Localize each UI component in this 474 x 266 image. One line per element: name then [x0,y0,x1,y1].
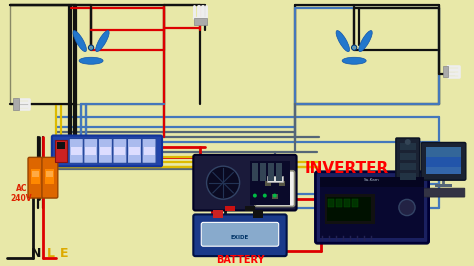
FancyBboxPatch shape [52,135,162,166]
Bar [260,163,266,181]
Bar [252,163,258,181]
FancyBboxPatch shape [42,157,58,198]
Bar [325,194,374,224]
FancyBboxPatch shape [201,222,279,246]
Bar [272,194,278,199]
Bar [71,147,82,155]
Bar [250,161,290,205]
Circle shape [90,47,92,49]
Bar [193,18,207,25]
Text: AC
240V: AC 240V [11,184,32,203]
Bar [55,140,67,162]
Bar [46,169,55,184]
Circle shape [353,47,355,49]
Bar [344,200,350,207]
Ellipse shape [79,57,103,64]
Bar [33,171,39,177]
Bar [320,187,424,238]
Circle shape [253,194,257,198]
Ellipse shape [96,31,109,52]
FancyBboxPatch shape [113,139,127,163]
Bar [320,177,424,187]
Bar [46,171,54,177]
Bar [294,5,438,104]
FancyBboxPatch shape [98,139,112,163]
Bar [400,173,416,180]
Text: Su-Kam: Su-Kam [364,178,380,182]
Bar [144,147,155,155]
Circle shape [399,200,415,215]
Bar [443,65,448,77]
Bar [13,98,18,110]
Bar [400,163,416,170]
Bar [400,143,416,150]
Bar [225,206,235,211]
Bar [328,197,371,221]
Text: L: L [47,247,55,260]
FancyBboxPatch shape [193,155,297,210]
Text: N: N [31,247,42,260]
FancyBboxPatch shape [69,139,83,163]
FancyBboxPatch shape [193,214,287,256]
Bar [265,181,271,186]
Bar [9,5,164,104]
Ellipse shape [73,31,86,52]
FancyBboxPatch shape [422,188,465,197]
FancyBboxPatch shape [315,172,428,243]
Text: E: E [60,247,69,260]
Bar [129,147,140,155]
Circle shape [263,194,267,198]
Circle shape [89,45,94,50]
Bar [268,163,273,181]
Circle shape [273,194,277,198]
Circle shape [352,45,357,50]
Ellipse shape [342,57,366,64]
Bar [328,200,334,207]
FancyBboxPatch shape [142,139,156,163]
Bar [213,210,223,218]
Bar [100,147,111,155]
Circle shape [207,166,240,199]
Text: EXIDE: EXIDE [231,235,249,240]
Bar [114,147,126,155]
Text: INVERTER: INVERTER [305,161,389,176]
Bar [245,206,255,211]
Bar [426,147,461,174]
Bar [267,176,283,182]
FancyBboxPatch shape [421,143,466,180]
Bar [57,142,65,149]
Bar [400,153,416,160]
Bar [426,157,461,167]
FancyBboxPatch shape [128,139,142,163]
Bar [426,147,461,157]
Text: BATTERY: BATTERY [216,255,264,265]
Bar [254,210,264,218]
Bar [276,163,282,181]
FancyBboxPatch shape [28,157,44,198]
Bar [279,181,285,186]
Bar [336,200,342,207]
FancyBboxPatch shape [396,138,419,192]
Bar [31,169,40,184]
Ellipse shape [359,31,372,52]
Bar [85,147,96,155]
Ellipse shape [336,31,349,52]
FancyBboxPatch shape [255,171,294,206]
Circle shape [405,139,411,145]
FancyBboxPatch shape [84,139,98,163]
Bar [435,184,453,187]
Bar [352,200,358,207]
